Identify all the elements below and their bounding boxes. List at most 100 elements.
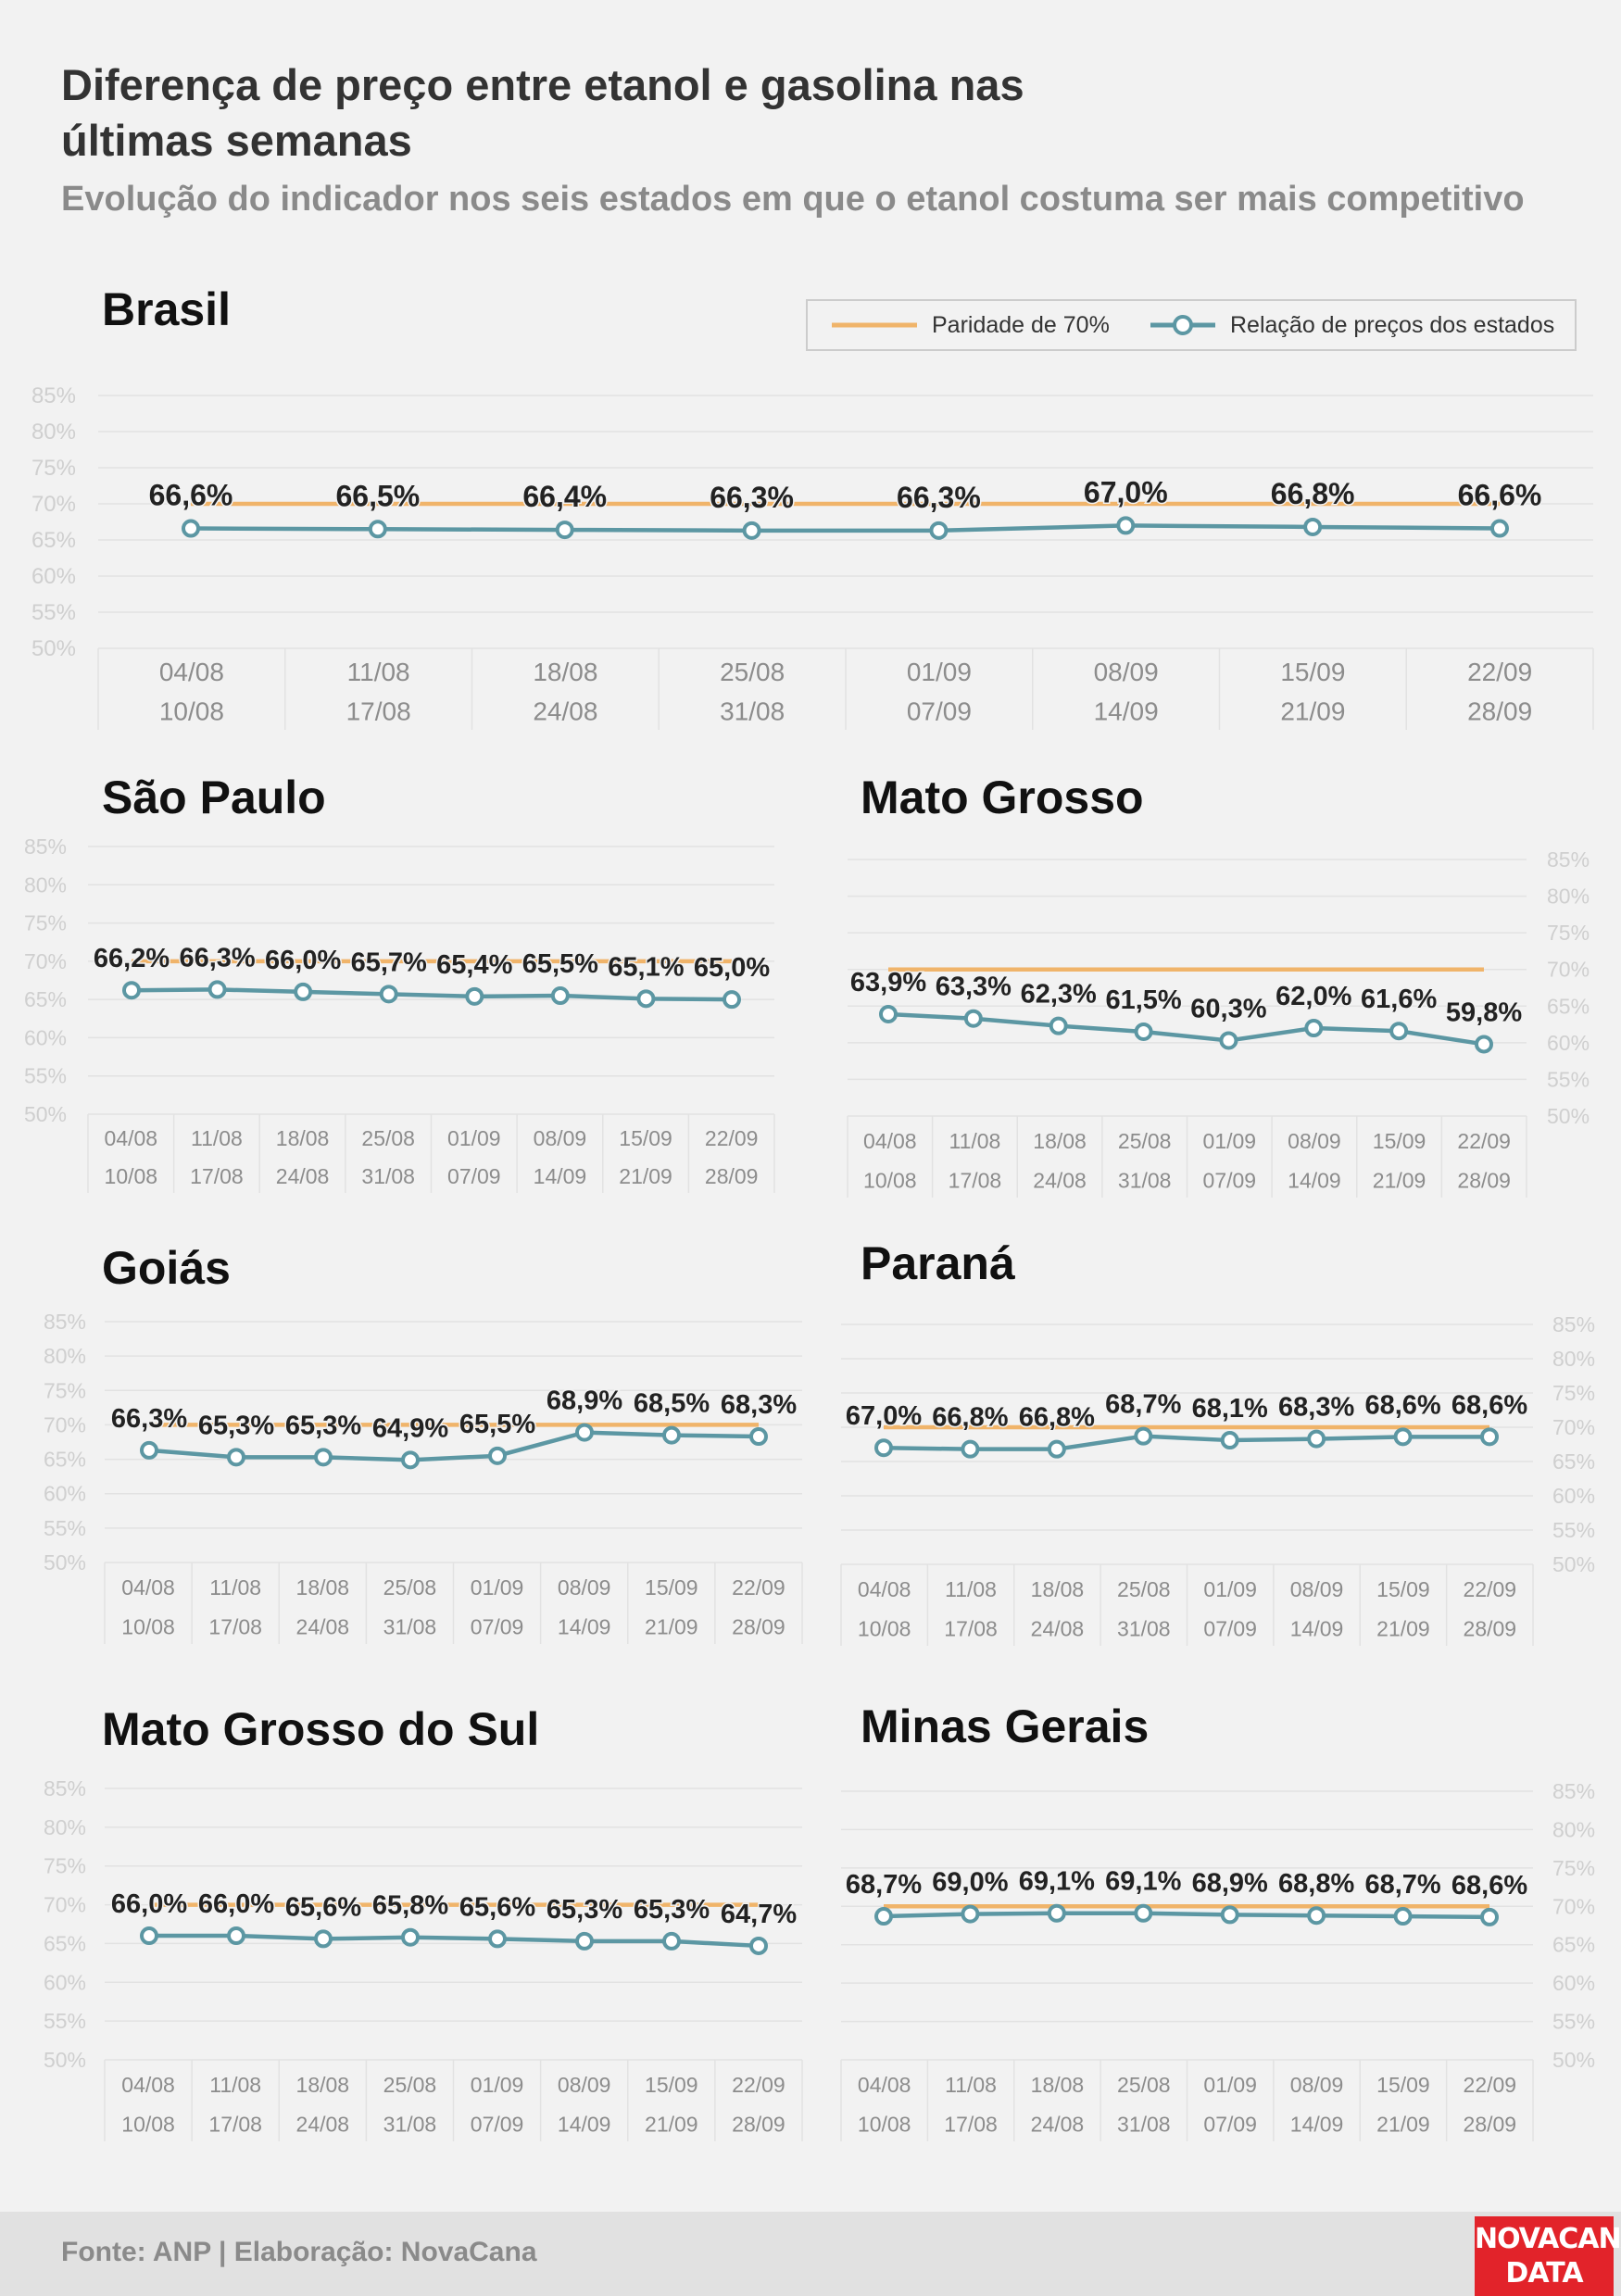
x-category-label: 14/09	[1290, 1616, 1344, 1640]
data-label: 62,3%	[1021, 980, 1097, 1010]
x-category-label: 24/08	[1031, 1616, 1085, 1640]
y-tick-label: 70%	[31, 492, 76, 517]
x-category-label: 18/08	[276, 1126, 330, 1150]
data-label: 65,8%	[372, 1891, 448, 1921]
page-title: Diferença de preço entre etanol e gasoli…	[61, 60, 1024, 165]
x-category-label: 14/09	[534, 1164, 587, 1188]
chart-title-minas-gerais: Minas Gerais	[861, 1700, 1150, 1752]
data-label: 68,7%	[1364, 1870, 1440, 1900]
data-label: 68,9%	[1192, 1868, 1268, 1898]
data-label: 65,0%	[694, 953, 770, 983]
y-tick-label: 65%	[1547, 994, 1590, 1018]
x-category-label: 01/09	[1203, 1129, 1257, 1153]
data-label: 68,7%	[846, 1870, 922, 1900]
x-category-label: 17/08	[944, 1616, 998, 1640]
data-label: 66,4%	[522, 480, 607, 513]
x-category-label: 10/08	[858, 2112, 911, 2136]
data-label: 68,6%	[1364, 1390, 1440, 1420]
data-point	[227, 1926, 245, 1946]
chart-parana: 50% 55% 60% 65% 70% 75% 80% 85% 04/08 10/08 11/08 1…	[840, 1312, 1595, 1646]
y-tick-label: 65%	[1552, 1449, 1595, 1474]
x-category-label: 04/08	[159, 658, 224, 686]
data-point	[961, 1439, 980, 1459]
ratio-line	[149, 1933, 760, 1949]
data-label: 67,0%	[846, 1401, 922, 1431]
data-point	[1220, 1431, 1239, 1450]
data-point	[1389, 1022, 1409, 1041]
x-category-label: 08/09	[558, 1575, 611, 1600]
y-tick-label: 80%	[1552, 1347, 1595, 1371]
data-point	[1134, 1022, 1153, 1041]
y-tick-label: 75%	[1552, 1381, 1595, 1405]
data-point	[1480, 1907, 1499, 1926]
x-category-label: 07/09	[471, 2112, 524, 2136]
y-tick-label: 80%	[1547, 885, 1590, 909]
data-label: 65,3%	[634, 1895, 710, 1925]
data-point	[742, 521, 761, 540]
y-tick-label: 50%	[1552, 2048, 1595, 2072]
data-point	[401, 1450, 420, 1470]
chart-mato-grosso-do-sul: 50% 55% 60% 65% 70% 75% 80% 85% 04/08 10/08 11/08 1…	[44, 1776, 803, 2141]
x-category-label: 17/08	[346, 696, 411, 725]
x-category-label: 21/09	[1373, 1168, 1426, 1192]
x-category-label: 21/09	[645, 2112, 698, 2136]
y-tick-label: 65%	[44, 1448, 86, 1472]
data-label: 66,0%	[265, 946, 341, 975]
x-category-label: 01/09	[471, 2073, 524, 2097]
x-category-label: 08/09	[1290, 2073, 1344, 2097]
data-point	[140, 1440, 158, 1460]
data-label: 66,2%	[94, 944, 170, 973]
x-category-label: 31/08	[383, 2112, 437, 2136]
logo-line-1: NOVACANA	[1475, 2223, 1621, 2255]
x-category-label: 10/08	[159, 696, 224, 725]
y-tick-label: 75%	[1552, 1856, 1595, 1880]
data-label: 65,6%	[459, 1892, 535, 1922]
data-point	[1480, 1427, 1499, 1447]
data-label: 65,7%	[351, 947, 427, 977]
y-tick-label: 85%	[1547, 847, 1590, 872]
data-point	[575, 1931, 594, 1951]
y-tick-label: 55%	[31, 600, 76, 625]
x-category-label: 22/09	[705, 1126, 759, 1150]
x-category-label: 07/09	[447, 1164, 501, 1188]
data-label: 66,8%	[1271, 477, 1355, 510]
data-point	[294, 982, 313, 1001]
data-label: 65,1%	[608, 952, 684, 982]
data-point	[1049, 1016, 1068, 1035]
x-category-label: 07/09	[907, 696, 972, 725]
x-category-label: 31/08	[361, 1164, 415, 1188]
y-tick-label: 70%	[1552, 1894, 1595, 1918]
data-label: 66,0%	[111, 1889, 187, 1919]
data-point	[401, 1927, 420, 1947]
data-label: 66,8%	[1019, 1403, 1095, 1433]
ratio-line	[883, 1434, 1489, 1451]
x-category-label: 24/08	[296, 1614, 350, 1638]
data-point	[1047, 1903, 1066, 1923]
x-category-label: 25/08	[1118, 1129, 1172, 1153]
x-category-label: 21/09	[1376, 2112, 1430, 2136]
footer-source: Fonte: ANP | Elaboração: NovaCana	[61, 2237, 537, 2267]
y-tick-label: 65%	[1552, 1933, 1595, 1957]
chart-brasil: 50% 55% 60% 65% 70% 75% 80% 85% 04/08 10/08 11/08 1…	[31, 383, 1594, 730]
x-category-label: 17/08	[208, 1614, 262, 1638]
data-label: 66,3%	[897, 481, 981, 514]
y-tick-label: 65%	[24, 987, 67, 1011]
data-label: 68,3%	[721, 1390, 797, 1420]
data-point	[662, 1425, 681, 1445]
x-category-label: 08/09	[558, 2073, 611, 2097]
x-category-label: 28/09	[732, 2112, 785, 2136]
y-tick-label: 60%	[24, 1025, 67, 1049]
data-label: 65,3%	[285, 1411, 361, 1440]
chart-minas-gerais: 50% 55% 60% 65% 70% 75% 80% 85% 04/08 10/08 11/08 1…	[840, 1779, 1595, 2141]
x-category-label: 25/08	[361, 1126, 415, 1150]
x-category-label: 31/08	[720, 696, 785, 725]
data-point	[488, 1446, 507, 1465]
data-label: 66,5%	[335, 479, 420, 512]
x-category-label: 10/08	[858, 1616, 911, 1640]
x-category-label: 07/09	[1203, 2112, 1257, 2136]
data-label: 65,6%	[285, 1892, 361, 1922]
data-point	[1047, 1439, 1066, 1459]
y-tick-label: 85%	[1552, 1312, 1595, 1336]
data-point	[963, 1009, 983, 1028]
data-point	[1134, 1903, 1153, 1923]
